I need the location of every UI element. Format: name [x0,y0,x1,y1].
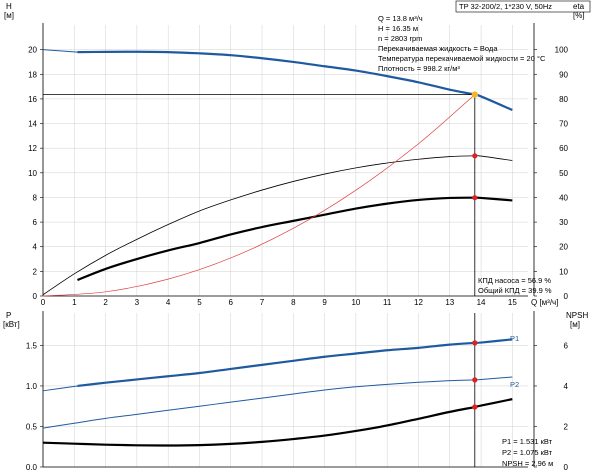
power-info-box: P1 = 1.531 кВт P2 = 1.075 кВт NPSH = 2.9… [502,437,553,468]
p1-curve-label: P1 [510,334,519,343]
top-xtick-label: 8 [291,298,296,307]
top-xtick-label: 0 [41,298,46,307]
info-n: n = 2803 rpm [378,34,422,43]
bottom-ytick-label: 0.5 [26,422,38,431]
pump-header-box [455,0,591,13]
p2-curve-label: P2 [510,380,519,389]
top-ytick-label: 20 [28,46,37,55]
bottom-y2tick-label: 2 [564,422,569,431]
top-xtick-label: 12 [414,298,423,307]
info-p2: P2 = 1.075 кВт [502,448,553,457]
top-y2tick-label: 100 [555,46,569,55]
top-chart-grid [42,25,528,297]
top-chart-curves [42,49,513,297]
top-xtick-label: 14 [477,298,486,307]
top-ytick-label: 10 [28,169,37,178]
bottom-ytick-label: 1.5 [26,341,38,350]
info-p1: P1 = 1.531 кВт [502,437,553,446]
bottom-chart-axes: 0.0 0.5 1.0 1.5 0 2 4 6 [26,311,569,472]
duty-marker-eta-total [472,195,478,201]
top-y2tick-label: 80 [559,95,568,104]
bottom-ylabel-right-unit: [м] [570,320,580,329]
info-liquid: Перекачиваемая жидкость = Вода [378,44,498,53]
top-ylabel-left: H [6,2,12,11]
info-density: Плотность = 998.2 кг/м³ [378,64,460,73]
duty-marker-p1 [472,340,478,346]
bottom-ylabel-left: P [6,311,11,320]
top-xtick-label: 13 [445,298,454,307]
duty-marker-eta-pump [472,153,478,159]
top-y2tick-label: 90 [559,70,568,79]
NPSH-curve [42,398,513,447]
bottom-y2tick-label: 6 [564,341,569,350]
info-q: Q = 13.8 м³/ч [378,14,423,23]
top-xtick-label: 10 [351,298,360,307]
top-y2tick-label: 60 [559,144,568,153]
duty-marker-p2 [472,377,478,383]
bottom-y2tick-label: 0 [564,463,569,472]
top-xtick-label: 15 [508,298,517,307]
eta-total-curve [77,196,513,282]
top-ytick-label: 2 [33,267,38,276]
info-eta-pump: КПД насоса = 56.9 % [478,276,551,285]
H-extension-curve [42,49,78,53]
P1-extension-curve [42,385,78,392]
P2-curve [42,376,513,429]
efficiency-info-box: КПД насоса = 56.9 % Общий КПД = 39.9 % [478,276,552,295]
bottom-ytick-label: 1.0 [26,382,38,391]
duty-point-markers [43,91,479,467]
top-xtick-label: 3 [135,298,140,307]
top-y2tick-label: 40 [559,193,568,202]
top-y2tick-label: 0 [564,292,569,301]
pump-header: TP 32-200/2, 1*230 V, 50Hz [459,2,552,11]
bottom-y2tick-label: 4 [564,382,569,391]
top-ylabel-right: eta [573,2,585,11]
top-y2tick-label: 30 [559,218,568,227]
P1-curve [77,338,513,388]
top-y2tick-label: 10 [559,267,568,276]
top-ytick-label: 14 [28,120,37,129]
top-ylabel-right-unit: [%] [573,11,585,20]
system-curve-curve [42,94,476,297]
info-temp: Температура перекачиваемой жидкости = 20… [378,54,546,63]
eta-pump-curve [42,155,513,296]
duty-info-box: Q = 13.8 м³/ч H = 16.35 м n = 2803 rpm П… [378,14,546,73]
top-ylabel-left-unit: [м] [4,11,14,20]
top-xtick-label: 7 [260,298,265,307]
bottom-ytick-label: 0.0 [26,463,38,472]
duty-marker-npsh [472,404,478,410]
top-y2tick-label: 50 [559,169,568,178]
top-chart-axes: 0 1 2 3 4 5 6 7 8 9 10 11 12 13 14 15024681012141618200… [28,23,569,307]
top-ytick-label: 0 [33,292,38,301]
top-xlabel: Q [м³/ч] [531,298,558,307]
top-xtick-label: 11 [383,298,392,307]
H-curve [77,50,513,112]
top-xtick-label: 4 [166,298,171,307]
top-xtick-label: 6 [229,298,234,307]
top-ytick-label: 4 [33,243,38,252]
top-ytick-label: 18 [28,70,37,79]
top-ytick-label: 16 [28,95,37,104]
top-y2tick-label: 20 [559,243,568,252]
top-ytick-label: 12 [28,144,37,153]
bottom-chart-curves [42,338,513,447]
top-xtick-label: 2 [103,298,108,307]
top-xtick-label: 9 [322,298,327,307]
top-ytick-label: 6 [33,218,38,227]
top-y2tick-label: 70 [559,120,568,129]
top-xtick-label: 5 [197,298,202,307]
bottom-ylabel-left-unit: [кВт] [3,320,20,329]
top-xtick-label: 1 [72,298,77,307]
bottom-ylabel-right: NPSH [566,311,588,320]
duty-marker-head [471,91,479,98]
info-eta-total: Общий КПД = 39.9 % [478,286,552,295]
top-ytick-label: 8 [33,193,38,202]
info-h: H = 16.35 м [378,24,418,33]
info-npsh: NPSH = 2.96 м [502,459,553,468]
